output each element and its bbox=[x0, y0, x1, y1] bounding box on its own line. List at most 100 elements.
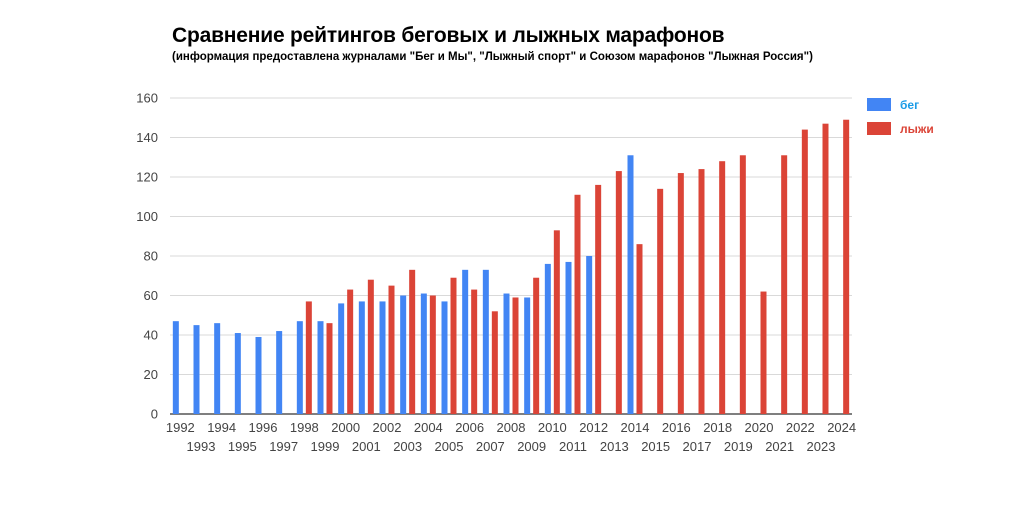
bar-бег-2000 bbox=[338, 303, 345, 414]
x-tick-label: 1997 bbox=[269, 439, 298, 454]
y-tick-label: 40 bbox=[144, 328, 158, 343]
y-axis-ticks: 0 20 40 60 80 100 120 140 160 bbox=[136, 91, 158, 422]
x-tick-label: 2017 bbox=[683, 439, 712, 454]
y-tick-label: 60 bbox=[144, 288, 158, 303]
bar-лыжи-2012 bbox=[595, 184, 602, 414]
bar-лыжи-2020 bbox=[760, 291, 767, 414]
x-tick-label: 2022 bbox=[786, 420, 815, 435]
y-tick-label: 20 bbox=[144, 367, 158, 382]
bar-лыжи-2015 bbox=[657, 188, 664, 414]
bar-лыжи-2008 bbox=[512, 297, 519, 414]
x-tick-label: 2014 bbox=[621, 420, 650, 435]
bar-бег-1999 bbox=[317, 321, 324, 414]
bar-бег-1995 bbox=[234, 333, 241, 414]
bars bbox=[172, 119, 850, 415]
bar-лыжи-2009 bbox=[533, 277, 540, 414]
bar-лыжи-2003 bbox=[409, 269, 416, 414]
y-tick-label: 120 bbox=[136, 170, 158, 185]
bar-бег-1997 bbox=[276, 331, 283, 414]
legend: бег лыжи bbox=[867, 98, 934, 136]
bar-бег-1992 bbox=[172, 321, 179, 414]
bar-лыжи-2002 bbox=[388, 285, 395, 414]
bar-бег-1998 bbox=[296, 321, 303, 414]
x-tick-label: 1993 bbox=[187, 439, 216, 454]
bar-бег-2012 bbox=[586, 256, 593, 414]
bar-бег-1996 bbox=[255, 336, 262, 414]
legend-swatch-бег bbox=[867, 98, 891, 111]
bar-лыжи-2004 bbox=[429, 295, 436, 414]
x-tick-label: 2021 bbox=[765, 439, 794, 454]
y-tick-label: 100 bbox=[136, 209, 158, 224]
x-tick-label: 2002 bbox=[373, 420, 402, 435]
bar-лыжи-2001 bbox=[367, 279, 374, 414]
x-tick-label: 2013 bbox=[600, 439, 629, 454]
x-tick-label: 2024 bbox=[827, 420, 856, 435]
bar-лыжи-1999 bbox=[326, 323, 333, 414]
bar-лыжи-2013 bbox=[615, 171, 622, 414]
y-tick-label: 140 bbox=[136, 130, 158, 145]
bar-лыжи-2016 bbox=[677, 173, 684, 414]
x-tick-label: 1999 bbox=[311, 439, 340, 454]
x-tick-label: 2009 bbox=[517, 439, 546, 454]
x-tick-label: 2016 bbox=[662, 420, 691, 435]
bar-бег-2010 bbox=[544, 263, 551, 414]
bar-бег-2011 bbox=[565, 261, 572, 414]
bar-лыжи-2017 bbox=[698, 169, 705, 414]
y-tick-label: 0 bbox=[151, 407, 158, 422]
chart-subtitle: (информация предоставлена журналами "Бег… bbox=[172, 51, 813, 63]
legend-swatch-лыжи bbox=[867, 122, 891, 135]
x-tick-label: 2001 bbox=[352, 439, 381, 454]
bar-бег-2007 bbox=[482, 269, 489, 414]
y-tick-label: 160 bbox=[136, 91, 158, 106]
bar-лыжи-2007 bbox=[491, 311, 498, 414]
bar-бег-1994 bbox=[214, 323, 221, 414]
x-tick-label: 2023 bbox=[807, 439, 836, 454]
x-tick-label: 2004 bbox=[414, 420, 443, 435]
legend-label-бег: бег bbox=[900, 98, 919, 112]
bar-бег-2002 bbox=[379, 301, 386, 414]
bar-бег-2014 bbox=[627, 155, 634, 414]
x-tick-label: 1998 bbox=[290, 420, 319, 435]
legend-label-лыжи: лыжи bbox=[900, 122, 934, 136]
bar-бег-1993 bbox=[193, 325, 200, 414]
chart-title: Сравнение рейтингов беговых и лыжных мар… bbox=[172, 24, 725, 47]
bar-бег-2001 bbox=[358, 301, 365, 414]
x-tick-label: 2000 bbox=[331, 420, 360, 435]
bar-лыжи-2010 bbox=[553, 230, 560, 414]
x-tick-label: 1996 bbox=[249, 420, 278, 435]
bar-лыжи-2023 bbox=[822, 123, 829, 415]
x-tick-label: 2012 bbox=[579, 420, 608, 435]
x-tick-label: 2003 bbox=[393, 439, 422, 454]
bar-лыжи-2000 bbox=[347, 289, 354, 414]
bar-лыжи-1998 bbox=[305, 301, 312, 414]
bar-лыжи-2022 bbox=[801, 129, 808, 414]
x-tick-label: 2019 bbox=[724, 439, 753, 454]
x-tick-label: 1995 bbox=[228, 439, 257, 454]
bar-бег-2005 bbox=[441, 301, 448, 414]
x-tick-label: 2018 bbox=[703, 420, 732, 435]
bar-лыжи-2005 bbox=[450, 277, 457, 414]
bar-бег-2009 bbox=[524, 297, 531, 414]
bar-лыжи-2019 bbox=[739, 155, 746, 414]
x-tick-label: 2006 bbox=[455, 420, 484, 435]
grid-lines bbox=[170, 97, 852, 415]
x-tick-label: 2010 bbox=[538, 420, 567, 435]
bar-бег-2006 bbox=[462, 269, 469, 414]
bar-лыжи-2011 bbox=[574, 194, 581, 414]
x-tick-label: 1992 bbox=[166, 420, 195, 435]
bar-лыжи-2018 bbox=[719, 161, 726, 414]
bar-лыжи-2024 bbox=[843, 119, 850, 414]
x-tick-label: 2007 bbox=[476, 439, 505, 454]
bar-лыжи-2006 bbox=[471, 289, 478, 414]
x-tick-label: 2005 bbox=[435, 439, 464, 454]
x-axis-ticks: 1992 1993 1994 1995 1996 1997 1998 1999 2000 2001… bbox=[166, 420, 856, 454]
x-tick-label: 1994 bbox=[207, 420, 236, 435]
bar-бег-2003 bbox=[400, 295, 407, 414]
bar-лыжи-2014 bbox=[636, 244, 643, 414]
x-tick-label: 2008 bbox=[497, 420, 526, 435]
x-tick-label: 2011 bbox=[559, 439, 587, 454]
x-tick-label: 2015 bbox=[641, 439, 670, 454]
bar-лыжи-2021 bbox=[781, 155, 788, 414]
bar-бег-2008 bbox=[503, 293, 510, 414]
